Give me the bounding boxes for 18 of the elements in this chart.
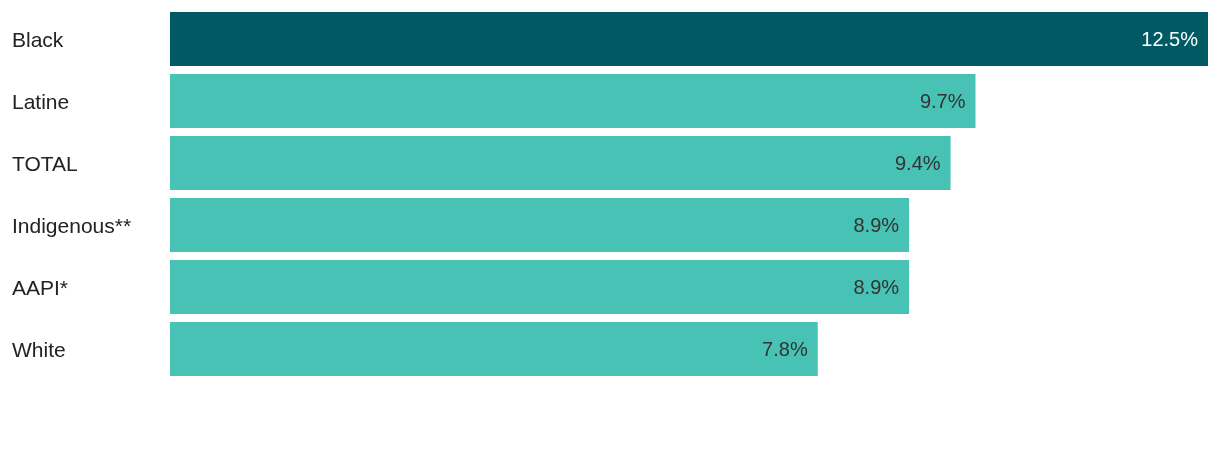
bar bbox=[170, 198, 910, 252]
y-tick-label: AAPI* bbox=[12, 275, 69, 299]
data-label: 7.8% bbox=[762, 338, 808, 360]
bar bbox=[170, 12, 1208, 66]
y-tick-label: Latine bbox=[12, 89, 70, 113]
bar bbox=[170, 74, 976, 128]
bar bbox=[170, 136, 951, 190]
y-tick-label: TOTAL bbox=[12, 151, 78, 175]
bar bbox=[170, 260, 910, 314]
bar bbox=[170, 322, 818, 376]
y-tick-label: White bbox=[12, 337, 66, 361]
data-label: 8.9% bbox=[853, 214, 900, 236]
y-tick-label: Indigenous** bbox=[12, 213, 132, 237]
y-tick-label: Black bbox=[12, 27, 64, 51]
data-label: 9.4% bbox=[894, 152, 941, 174]
data-label: 9.7% bbox=[919, 90, 966, 112]
data-label: 12.5% bbox=[1141, 28, 1199, 50]
data-label: 8.9% bbox=[853, 276, 900, 298]
